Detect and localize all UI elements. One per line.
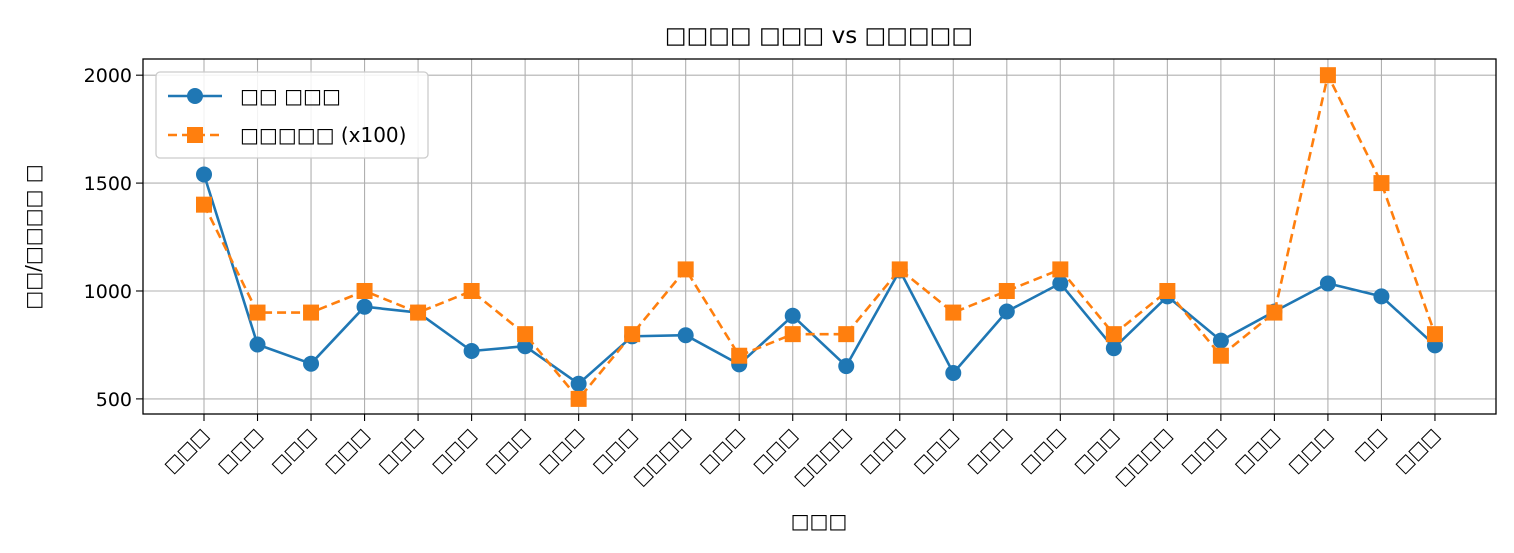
y-tick-label: 1000 (84, 281, 132, 303)
legend-marker-series-2 (187, 127, 203, 143)
data-point (249, 304, 266, 321)
legend: □□ □□□ □□□□□ (x100) (155, 71, 429, 159)
legend-label-series-2: □□□□□ (x100) (240, 123, 406, 147)
data-point (303, 304, 320, 321)
y-ticks: 500 1000 1500 2000 (84, 65, 143, 411)
legend-marker-series-1 (187, 88, 203, 104)
data-point (1319, 67, 1336, 84)
plot-frame (142, 58, 1497, 415)
chart-title: □□□□ □□□ vs □□□□□ (665, 23, 973, 49)
y-tick-label: 1500 (84, 173, 132, 195)
data-point (1212, 347, 1229, 364)
data-point (945, 304, 962, 321)
data-point (463, 282, 480, 299)
data-point (303, 355, 320, 372)
y-tick-label: 2000 (84, 65, 132, 87)
data-point (945, 364, 962, 381)
data-point (356, 282, 373, 299)
data-point (463, 342, 480, 359)
data-point (1373, 288, 1390, 305)
data-point (838, 358, 855, 375)
series-1-line (202, 174, 1436, 386)
data-point (356, 298, 373, 315)
data-point (517, 338, 534, 355)
data-point (517, 326, 534, 343)
data-point (1426, 326, 1443, 343)
data-point (998, 282, 1015, 299)
data-point (570, 375, 587, 392)
data-point (570, 390, 587, 407)
data-point (1373, 175, 1390, 192)
data-point (784, 326, 801, 343)
data-point (1212, 332, 1229, 349)
y-tick-label: 500 (96, 389, 132, 411)
data-point (731, 347, 748, 364)
data-point (1052, 275, 1069, 292)
data-point (410, 304, 427, 321)
data-point (1105, 340, 1122, 357)
data-point (1159, 282, 1176, 299)
data-point (624, 326, 641, 343)
data-point (1266, 304, 1283, 321)
legend-label-series-1: □□ □□□ (240, 84, 341, 108)
legend-frame (155, 71, 429, 159)
data-point (838, 326, 855, 343)
data-point (1319, 275, 1336, 292)
data-point (196, 196, 212, 213)
data-point (249, 336, 266, 353)
data-point (1105, 326, 1122, 343)
y-axis-label: □□/□□□□ □ (21, 164, 45, 309)
data-point (1052, 261, 1069, 278)
data-point (784, 307, 801, 324)
series-2 (196, 67, 1443, 407)
data-point (677, 261, 694, 278)
x-axis-label: □□□ (791, 509, 848, 533)
data-point (196, 166, 212, 183)
data-point (677, 327, 694, 344)
data-point (891, 261, 908, 278)
series-group (196, 67, 1443, 407)
data-point (998, 303, 1015, 320)
